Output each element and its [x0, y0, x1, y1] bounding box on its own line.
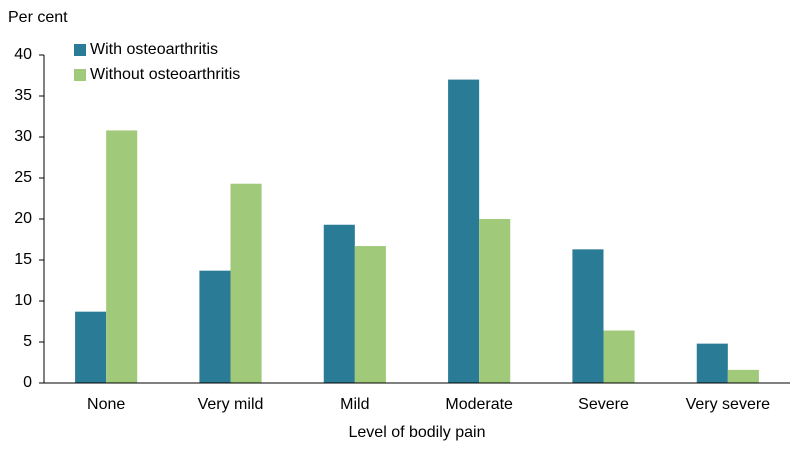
bar	[479, 219, 511, 383]
y-tick-label: 30	[14, 128, 32, 145]
bar	[727, 369, 759, 383]
bar	[323, 224, 355, 383]
x-tick-label: Very severe	[686, 396, 771, 413]
bar	[354, 246, 386, 383]
y-tick-label: 5	[23, 333, 32, 350]
y-tick-label: 0	[23, 374, 32, 391]
bar	[106, 130, 138, 383]
x-axis-label: Level of bodily pain	[349, 424, 486, 441]
legend-swatch	[74, 69, 86, 81]
y-tick-label: 20	[14, 210, 32, 227]
bar	[696, 343, 728, 383]
x-tick-label: None	[87, 396, 125, 413]
y-tick-label: 15	[14, 251, 32, 268]
y-tick-label: 35	[14, 87, 32, 104]
y-tick-label: 10	[14, 292, 32, 309]
x-tick-label: Very mild	[198, 396, 264, 413]
bar	[448, 79, 480, 383]
y-tick-label: 25	[14, 169, 32, 186]
x-tick-label: Moderate	[445, 396, 513, 413]
legend-label: With osteoarthritis	[90, 41, 218, 58]
bar	[199, 270, 231, 383]
bar	[603, 330, 635, 383]
x-tick-label: Severe	[578, 396, 629, 413]
legend-label: Without osteoarthritis	[90, 66, 240, 83]
bar	[230, 183, 262, 383]
y-tick-label: 40	[14, 46, 32, 63]
y-axis-label: Per cent	[8, 9, 68, 26]
bar	[572, 249, 604, 383]
bar	[75, 311, 107, 383]
legend-swatch	[74, 44, 86, 56]
x-tick-label: Mild	[340, 396, 369, 413]
